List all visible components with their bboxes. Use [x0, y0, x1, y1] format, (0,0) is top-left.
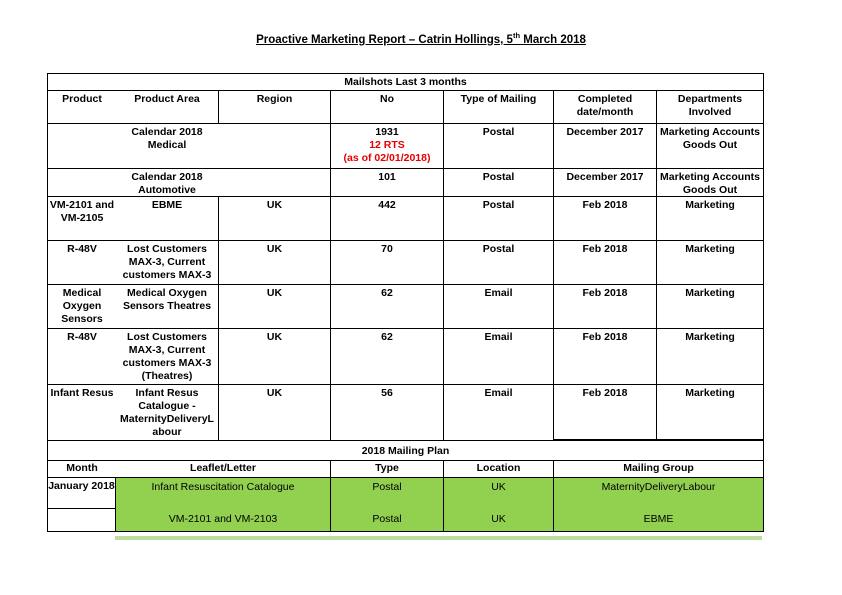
row6-departments: Marketing — [657, 329, 763, 385]
header-product-area: Product Area — [116, 91, 219, 124]
header-product: Product — [48, 91, 116, 124]
plan-row2-mailing-group: EBME — [554, 509, 763, 531]
mailing-plan-banner: 2018 Mailing Plan — [48, 441, 763, 461]
plan-header-month: Month — [48, 461, 116, 478]
row4-type: Postal — [444, 241, 554, 285]
header-region: Region — [219, 91, 331, 124]
row4-product-area: Lost Customers MAX-3, Current customers … — [116, 241, 219, 285]
row7-departments: Marketing — [657, 385, 763, 441]
row3-region: UK — [219, 197, 331, 241]
report-title: Proactive Marketing Report – Catrin Holl… — [0, 31, 842, 46]
row2-departments: Marketing Accounts Goods Out — [657, 169, 763, 197]
row5-departments: Marketing — [657, 285, 763, 329]
row3-departments: Marketing — [657, 197, 763, 241]
row3-no: 442 — [331, 197, 444, 241]
row4-no: 70 — [331, 241, 444, 285]
header-completed-date: Completed date/month — [554, 91, 657, 124]
plan-row1-mailing-group: MaternityDeliveryLabour — [554, 478, 763, 509]
row6-completed: Feb 2018 — [554, 329, 657, 385]
row7-no: 56 — [331, 385, 444, 441]
marketing-report-table: Mailshots Last 3 months Product Product … — [47, 73, 764, 532]
header-no: No — [331, 91, 444, 124]
row3-completed: Feb 2018 — [554, 197, 657, 241]
row4-departments: Marketing — [657, 241, 763, 285]
row3-product: VM-2101 and VM-2105 — [48, 197, 116, 241]
row7-completed: Feb 2018 — [554, 385, 657, 441]
plan-row2-month — [48, 509, 116, 531]
row1-departments: Marketing Accounts Goods Out — [657, 124, 763, 169]
report-title-date: March 2018 — [520, 33, 586, 46]
plan-header-mailing-group: Mailing Group — [554, 461, 763, 478]
row1-type: Postal — [444, 124, 554, 169]
header-type-of-mailing: Type of Mailing — [444, 91, 554, 124]
row6-product: R-48V — [48, 329, 116, 385]
row2-no: 101 — [331, 169, 444, 197]
row1-no-rts: 12 RTS — [369, 139, 405, 151]
row7-region: UK — [219, 385, 331, 441]
row4-region: UK — [219, 241, 331, 285]
row5-no: 62 — [331, 285, 444, 329]
row4-completed: Feb 2018 — [554, 241, 657, 285]
plan-row2-leaflet: VM-2101 and VM-2103 — [116, 509, 331, 531]
row1-product-area: Calendar 2018 Medical — [48, 124, 331, 169]
row5-region: UK — [219, 285, 331, 329]
plan-header-leaflet: Leaflet/Letter — [116, 461, 331, 478]
row6-type: Email — [444, 329, 554, 385]
row2-completed: December 2017 — [554, 169, 657, 197]
row1-no-asof: (as of 02/01/2018) — [343, 152, 431, 164]
row2-product-area: Calendar 2018 Automotive — [48, 169, 331, 197]
row6-region: UK — [219, 329, 331, 385]
row7-product: Infant Resus — [48, 385, 116, 441]
row7-type: Email — [444, 385, 554, 441]
plan-row1-leaflet: Infant Resuscitation Catalogue — [116, 478, 331, 509]
row1-no: 1931 12 RTS (as of 02/01/2018) — [331, 124, 444, 169]
plan-row2-location: UK — [444, 509, 554, 531]
green-shadow-band — [115, 536, 762, 540]
row1-no-count: 1931 — [375, 126, 399, 138]
row5-type: Email — [444, 285, 554, 329]
mailshots-banner: Mailshots Last 3 months — [48, 74, 763, 91]
row3-type: Postal — [444, 197, 554, 241]
row1-completed: December 2017 — [554, 124, 657, 169]
row7-product-area: Infant Resus Catalogue - MaternityDelive… — [116, 385, 219, 441]
header-departments: Departments Involved — [657, 91, 763, 124]
row6-product-area: Lost Customers MAX-3, Current customers … — [116, 329, 219, 385]
row2-type: Postal — [444, 169, 554, 197]
row5-product-area: Medical Oxygen Sensors Theatres — [116, 285, 219, 329]
row5-product: Medical Oxygen Sensors — [48, 285, 116, 329]
row6-no: 62 — [331, 329, 444, 385]
row4-product: R-48V — [48, 241, 116, 285]
row5-completed: Feb 2018 — [554, 285, 657, 329]
plan-row2-type: Postal — [331, 509, 444, 531]
plan-header-type: Type — [331, 461, 444, 478]
plan-header-location: Location — [444, 461, 554, 478]
report-title-text: Proactive Marketing Report – Catrin Holl… — [256, 33, 513, 46]
report-title-superscript: th — [512, 31, 521, 40]
row3-product-area: EBME — [116, 197, 219, 241]
plan-row1-type: Postal — [331, 478, 444, 509]
plan-row1-location: UK — [444, 478, 554, 509]
plan-row1-month: January 2018 — [48, 478, 116, 509]
